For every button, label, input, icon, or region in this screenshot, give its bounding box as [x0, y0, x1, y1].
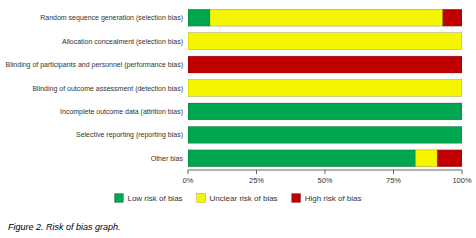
tick-mark	[393, 170, 394, 174]
bar-segment	[462, 33, 463, 50]
legend-label: Low risk of bias	[127, 194, 182, 203]
category-label: Incomplete outcome data (attrition bias)	[60, 108, 183, 116]
tick-label: 50%	[317, 176, 332, 185]
legend-label: Unclear risk of bias	[210, 194, 278, 203]
bar-segment	[188, 9, 210, 26]
bar-segment	[188, 80, 462, 97]
bars	[188, 9, 462, 166]
bar-segment	[188, 103, 462, 120]
bar-segment	[188, 126, 462, 143]
category-label: Random sequence generation (selection bi…	[40, 14, 183, 22]
tick-mark	[325, 170, 326, 174]
legend-swatch	[114, 194, 123, 203]
page: {"chart_data": { "type": "bar", "orienta…	[0, 0, 476, 238]
tick-label: 0%	[183, 176, 194, 185]
bar-segment	[462, 103, 463, 120]
category-label: Selective reporting (reporting bias)	[76, 131, 183, 139]
legend-label: High risk of bias	[305, 194, 362, 203]
tick-mark	[256, 170, 257, 174]
tick-label: 100%	[452, 176, 472, 185]
category-label: Blinding of participants and personnel (…	[6, 61, 183, 69]
category-label: Allocation concealment (selection bias)	[62, 38, 183, 46]
tick-label: 75%	[386, 176, 401, 185]
bar-segment	[462, 80, 463, 97]
category-label: Other bias	[151, 155, 184, 162]
x-axis: 0% 25% 50% 75% 100%	[183, 170, 472, 185]
bar-segment	[462, 126, 463, 143]
series	[188, 9, 462, 166]
bar-segment	[188, 56, 462, 73]
series	[188, 9, 462, 166]
bar-segment	[462, 126, 463, 143]
legend-swatch	[292, 194, 301, 203]
bar-segment	[188, 33, 462, 50]
category-label: Blinding of outcome assessment (detectio…	[32, 85, 183, 93]
tick-mark	[462, 170, 463, 174]
bar-segment	[188, 150, 415, 167]
bar-segment	[443, 9, 462, 26]
series	[188, 9, 462, 166]
bar-segment	[462, 103, 463, 120]
bar-segment	[415, 150, 437, 167]
legend-swatch	[197, 194, 206, 203]
caption: Figure 2. Risk of bias graph.	[8, 222, 121, 232]
chart: Random sequence generation (selection bi…	[0, 0, 476, 238]
tick-label: 25%	[249, 176, 264, 185]
tick-mark	[188, 170, 189, 174]
bar-segment	[437, 150, 462, 167]
bar-segment	[210, 9, 443, 26]
legend: Low risk of bias Unclear risk of bias High…	[114, 194, 361, 203]
category-labels: Random sequence generation (selection bi…	[6, 14, 184, 162]
